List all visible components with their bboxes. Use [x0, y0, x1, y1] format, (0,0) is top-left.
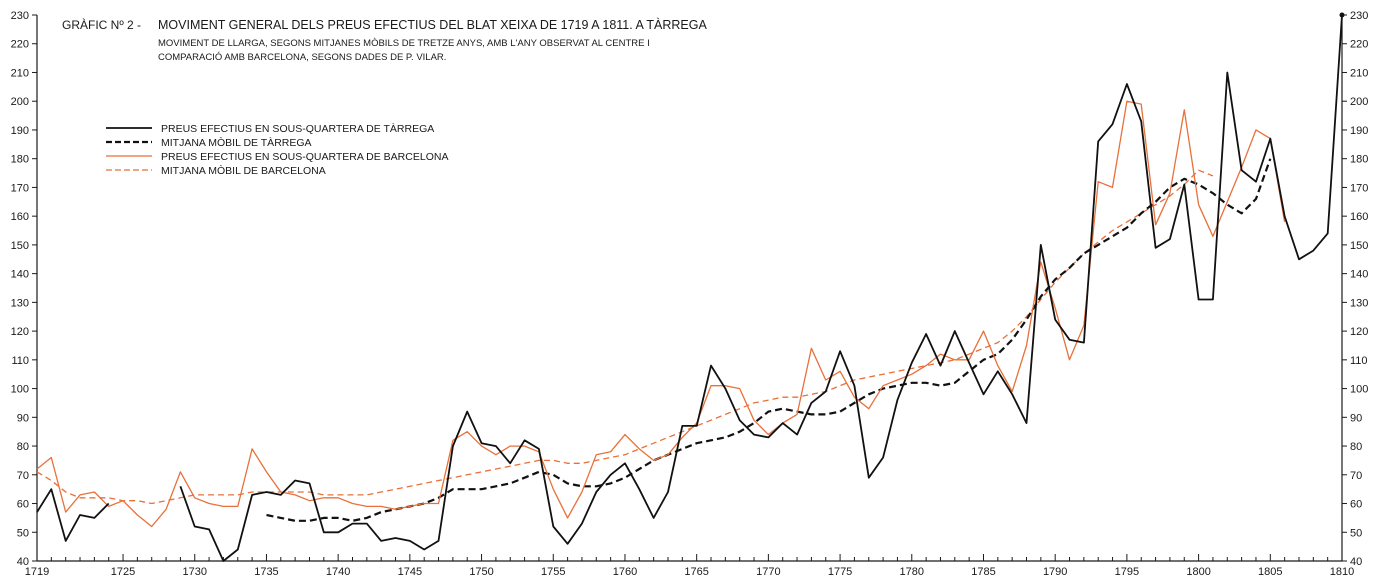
- y-tick-label-left: 130: [11, 297, 29, 309]
- y-tick-label-left: 180: [11, 154, 29, 166]
- y-tick-label-right: 70: [1350, 470, 1362, 482]
- series-line-tarrega-prices: [36, 488, 110, 542]
- y-tick-label-right: 130: [1350, 297, 1368, 309]
- y-tick-label-left: 60: [17, 499, 29, 511]
- y-tick-label-left: 70: [17, 470, 29, 482]
- y-tick-label-left: 110: [11, 355, 29, 367]
- y-tick-label-right: 200: [1350, 96, 1368, 108]
- y-tick-label-right: 50: [1350, 527, 1362, 539]
- y-tick-label-left: 100: [11, 384, 29, 396]
- legend-label: PREUS EFECTIUS EN SOUS-QUARTERA DE BARCE…: [161, 151, 448, 163]
- y-tick-label-left: 220: [11, 39, 29, 51]
- y-tick-label-right: 90: [1350, 412, 1362, 424]
- x-tick-label: 1785: [971, 566, 995, 578]
- chart-subtitle-line-2: COMPARACIÓ AMB BARCELONA, SEGONS DADES D…: [158, 52, 446, 63]
- x-tick-label: 1755: [541, 566, 565, 578]
- legend-label: PREUS EFECTIUS EN SOUS-QUARTERA DE TÀRRE…: [161, 122, 434, 135]
- y-tick-label-left: 120: [11, 326, 29, 338]
- legend-label: MITJANA MÒBIL DE TÀRREGA: [161, 136, 312, 149]
- y-tick-label-left: 190: [11, 125, 29, 137]
- y-tick-label-right: 100: [1350, 384, 1368, 396]
- y-tick-label-left: 200: [11, 96, 29, 108]
- y-tick-label-left: 140: [11, 269, 29, 281]
- y-tick-label-left: 210: [11, 67, 29, 79]
- chart-title-prefix: GRÀFIC Nº 2 -: [62, 17, 141, 32]
- x-tick-label: 1719: [25, 566, 49, 578]
- y-tick-label-right: 190: [1350, 125, 1368, 137]
- x-tick-label: 1740: [326, 566, 350, 578]
- y-tick-label-left: 40: [17, 556, 29, 568]
- y-tick-label-right: 180: [1350, 154, 1368, 166]
- title-block: GRÀFIC Nº 2 - MOVIMENT GENERAL DELS PREU…: [62, 17, 707, 63]
- endpoint-marker: [1339, 12, 1345, 18]
- x-tick-label: 1750: [469, 566, 493, 578]
- y-tick-label-right: 60: [1350, 499, 1362, 511]
- y-tick-label-left: 160: [11, 211, 29, 223]
- y-tick-label-right: 150: [1350, 240, 1368, 252]
- series-line-barcelona-moving-average: [36, 169, 1214, 505]
- legend-label: MITJANA MÒBIL DE BARCELONA: [161, 164, 326, 177]
- x-tick-label: 1780: [900, 566, 924, 578]
- y-tick-label-left: 90: [17, 412, 29, 424]
- y-tick-label-right: 220: [1350, 39, 1368, 51]
- y-tick-label-right: 170: [1350, 182, 1368, 194]
- y-tick-label-right: 110: [1350, 355, 1368, 367]
- x-tick-label: 1800: [1186, 566, 1210, 578]
- y-tick-label-right: 160: [1350, 211, 1368, 223]
- series-line-tarrega-prices: [179, 14, 1343, 562]
- series-layer: [36, 12, 1345, 562]
- y-tick-label-right: 210: [1350, 67, 1368, 79]
- x-tick-label: 1810: [1330, 566, 1354, 578]
- y-tick-label-left: 230: [11, 10, 29, 22]
- x-tick-label: 1775: [828, 566, 852, 578]
- y-tick-label-left: 80: [17, 441, 29, 453]
- x-tick-label: 1790: [1043, 566, 1067, 578]
- y-tick-label-left: 150: [11, 240, 29, 252]
- y-tick-label-right: 80: [1350, 441, 1362, 453]
- x-tick-label: 1795: [1115, 566, 1139, 578]
- chart-title: MOVIMENT GENERAL DELS PREUS EFECTIUS DEL…: [158, 17, 707, 32]
- x-tick-label: 1760: [613, 566, 637, 578]
- y-tick-label-right: 40: [1350, 556, 1362, 568]
- axis-ticks: 1719 1725 1730 1735 1740 1745 1750 1755 1760 1765…: [11, 10, 1369, 578]
- plot-area: 1719 1725 1730 1735 1740 1745 1750 1755 1760 1765…: [11, 10, 1369, 578]
- legend: PREUS EFECTIUS EN SOUS-QUARTERA DE TÀRRE…: [106, 122, 448, 177]
- x-tick-label: 1770: [756, 566, 780, 578]
- y-tick-label-right: 140: [1350, 269, 1368, 281]
- x-tick-label: 1730: [183, 566, 207, 578]
- y-tick-label-right: 230: [1350, 10, 1368, 22]
- x-tick-label: 1805: [1258, 566, 1282, 578]
- y-tick-label-right: 120: [1350, 326, 1368, 338]
- y-tick-label-left: 50: [17, 527, 29, 539]
- y-tick-label-left: 170: [11, 182, 29, 194]
- x-tick-label: 1745: [398, 566, 422, 578]
- x-tick-label: 1765: [684, 566, 708, 578]
- chart-subtitle-line-1: MOVIMENT DE LLARGA, SEGONS MITJANES MÒBI…: [158, 38, 650, 49]
- series-line-barcelona-prices: [36, 100, 1286, 528]
- series-line-tarrega-moving-average: [266, 158, 1272, 522]
- x-tick-label: 1725: [111, 566, 135, 578]
- x-tick-label: 1735: [254, 566, 278, 578]
